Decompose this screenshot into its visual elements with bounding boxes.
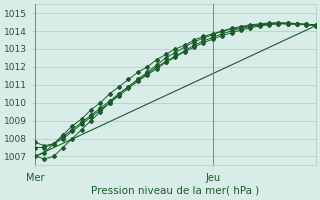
X-axis label: Pression niveau de la mer( hPa ): Pression niveau de la mer( hPa ) <box>91 186 260 196</box>
